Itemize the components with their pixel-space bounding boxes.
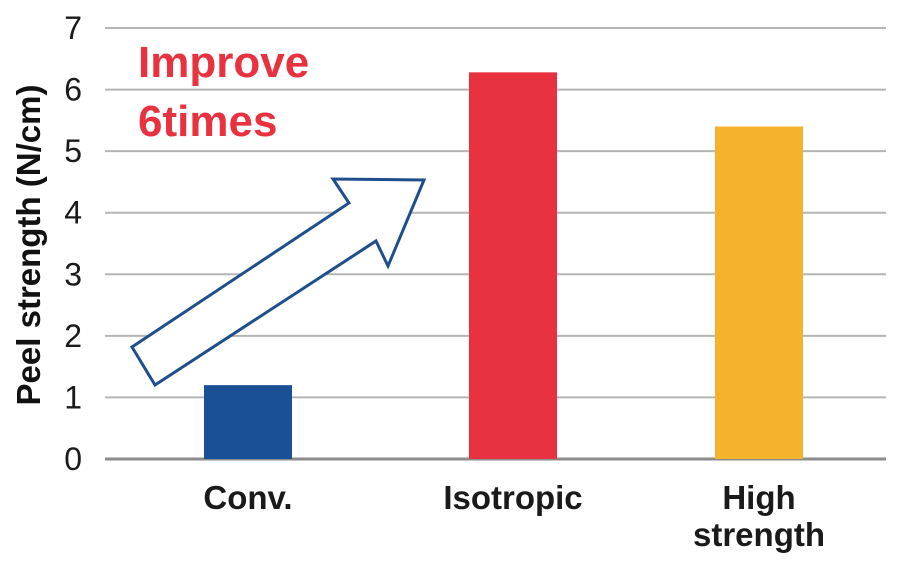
bar xyxy=(715,126,803,459)
annotation-line-2: 6times xyxy=(138,97,277,146)
y-tick-label: 1 xyxy=(64,379,82,415)
x-category-label-line: High xyxy=(722,479,795,516)
annotation-line-1: Improve xyxy=(138,38,309,87)
x-category-label: Conv. xyxy=(203,479,292,516)
y-axis-title: Peel strength (N/cm) xyxy=(10,85,47,406)
bars xyxy=(204,72,803,460)
x-category-label: High strength xyxy=(693,479,825,553)
growth-arrow-icon xyxy=(129,177,427,388)
x-category-label-line: Conv. xyxy=(203,479,292,516)
bar xyxy=(204,385,292,459)
y-tick-label: 2 xyxy=(64,318,82,354)
x-category-labels: Conv. Isotropic High strength xyxy=(203,479,825,553)
y-tick-label: 0 xyxy=(64,441,82,477)
x-category-label-line: strength xyxy=(693,516,825,553)
x-category-label: Isotropic xyxy=(443,479,582,516)
x-category-label-line: Isotropic xyxy=(443,479,582,516)
y-tick-labels: 0 1 2 3 4 5 6 7 xyxy=(64,10,82,477)
bar xyxy=(469,72,557,460)
improvement-annotation: Improve 6times xyxy=(138,38,321,146)
y-tick-label: 6 xyxy=(64,72,82,108)
y-tick-label: 7 xyxy=(64,10,82,46)
y-tick-label: 3 xyxy=(64,256,82,292)
y-tick-label: 4 xyxy=(64,195,82,231)
y-tick-label: 5 xyxy=(64,133,82,169)
